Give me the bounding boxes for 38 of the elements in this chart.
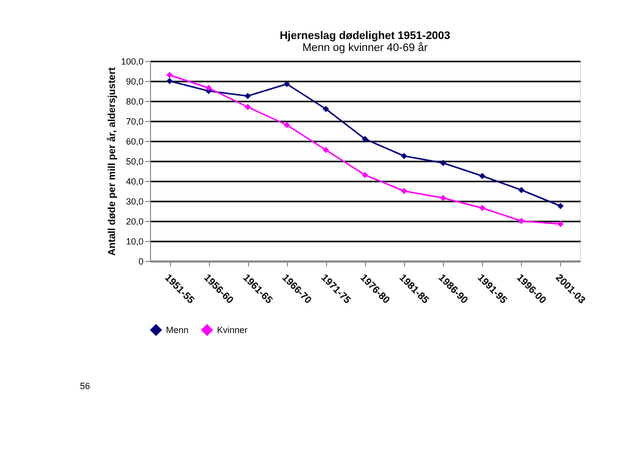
point [322,106,330,112]
point [205,84,212,92]
y-tick-label: 100,0 [120,56,144,66]
point [440,160,446,166]
y-tick-label: 0 [138,256,144,266]
point [166,72,173,78]
y-axis-title: Antall døde per mill per år, aldersjustert [106,66,118,256]
point [440,194,446,202]
point [362,136,368,142]
y-tick-label: 40,0 [126,176,144,186]
chart-title: Hjerneslag dødelighet 1951-2003 [280,30,450,42]
point [400,188,408,194]
legend-label: Kvinner [217,325,248,335]
point [479,204,486,212]
point [166,78,173,84]
y-tick-label: 70,0 [126,116,144,126]
y-tick-label: 20,0 [126,216,144,226]
point [400,152,408,160]
y-tick-label: 60,0 [126,136,144,146]
point [362,172,368,178]
y-tick-label: 50,0 [126,156,144,166]
chart-subtitle: Menn og kvinner 40-69 år [302,42,428,54]
point [244,92,251,100]
point [284,122,290,128]
point [322,146,330,154]
point [557,202,564,210]
point [557,220,564,228]
point [244,104,251,110]
legend-label: Menn [166,325,189,335]
point [479,172,486,180]
text: 56 [80,381,90,391]
y-tick-label: 10,0 [126,236,144,246]
y-tick-label: 30,0 [126,196,144,206]
y-tick-label: 80,0 [126,96,144,106]
point [284,80,290,88]
point [518,218,525,224]
y-tick-label: 90,0 [126,76,144,86]
point [518,186,525,194]
